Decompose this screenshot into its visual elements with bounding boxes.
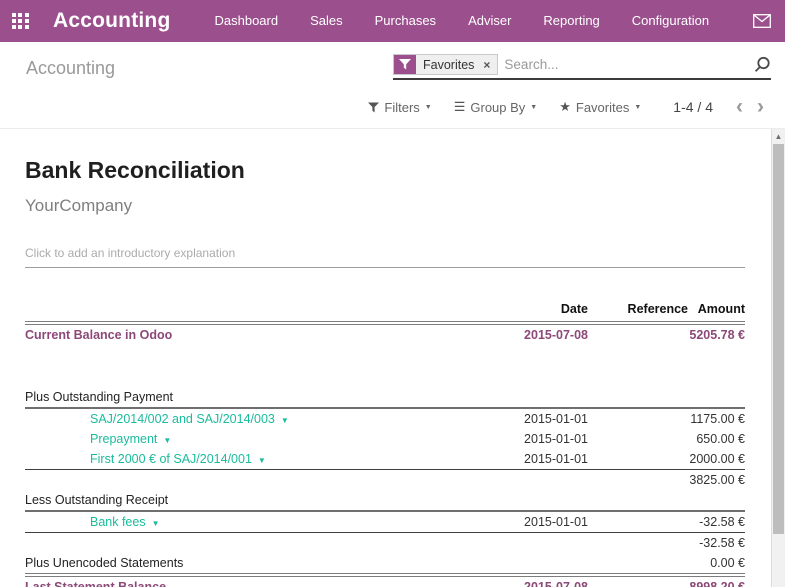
apps-menu-icon[interactable] [12, 12, 29, 30]
filters-button-label: Filters [384, 99, 420, 115]
payment-line-link[interactable]: First 2000 € of SAJ/2014/001 ▼ [90, 452, 266, 466]
receipt-line-link[interactable]: Bank fees ▼ [90, 515, 160, 529]
search-view: Favorites × [393, 54, 771, 80]
bars-icon: ☰ [453, 99, 466, 114]
table-header-row: Date Reference Amount [25, 302, 745, 325]
control-panel: Accounting Favorites × [0, 42, 785, 128]
chevron-down-icon: ▼ [530, 103, 538, 111]
chevron-down-icon: ▼ [280, 416, 289, 425]
vertical-scrollbar: ▲ [771, 129, 785, 587]
search-facet-label: Favorites [423, 57, 475, 72]
column-header-amount: Amount [688, 302, 745, 325]
top-navbar: Accounting Dashboard Sales Purchases Adv… [0, 0, 785, 42]
messages-envelope-icon[interactable] [753, 14, 771, 28]
payment-line-link[interactable]: Prepayment ▼ [90, 432, 172, 446]
nav-item-adviser[interactable]: Adviser [468, 13, 512, 28]
scrollbar-thumb[interactable] [773, 144, 784, 534]
favorites-button-label: Favorites [575, 99, 630, 115]
chevron-down-icon: ▼ [257, 456, 266, 465]
bank-reconciliation-report: Bank Reconciliation YourCompany Click to… [0, 129, 745, 587]
chevron-down-icon: ▼ [163, 436, 172, 445]
intro-explanation-placeholder[interactable]: Click to add an introductory explanation [25, 246, 745, 268]
reconciliation-table: Date Reference Amount Current Balance in… [25, 302, 745, 587]
column-header-date: Date [420, 302, 588, 325]
table-row-blank [25, 366, 745, 387]
group-by-button-label: Group By [470, 99, 526, 115]
chevron-down-icon: ▼ [634, 103, 642, 111]
main-content: Bank Reconciliation YourCompany Click to… [0, 128, 785, 587]
nav-item-reporting[interactable]: Reporting [543, 13, 600, 28]
filters-button[interactable]: Filters ▼ [368, 99, 432, 115]
table-row-less-outstanding-receipt: Less Outstanding Receipt [25, 490, 745, 512]
favorites-button[interactable]: ★ Favorites ▼ [559, 99, 641, 115]
filter-funnel-icon [394, 55, 416, 74]
table-row-plus-outstanding-payment: Plus Outstanding Payment [25, 387, 745, 409]
pager-next-icon[interactable]: › [757, 95, 764, 118]
pager: 1-4 / 4 ‹ › [673, 95, 771, 118]
payment-line-link[interactable]: SAJ/2014/002 and SAJ/2014/003 ▼ [90, 412, 289, 426]
search-input[interactable] [498, 55, 750, 74]
app-title[interactable]: Accounting [53, 9, 171, 32]
funnel-icon [368, 102, 380, 113]
control-panel-buttons: Filters ▼ ☰ Group By ▼ ★ Favorites ▼ 1-4… [368, 95, 771, 118]
column-header-empty [25, 302, 420, 325]
table-row-subtotal: -32.58 € [699, 536, 745, 550]
report-company: YourCompany [25, 196, 133, 215]
facet-remove-icon[interactable]: × [483, 57, 491, 72]
table-row-current-balance: Current Balance in Odoo 2015-07-08 5205.… [25, 328, 745, 342]
nav-item-purchases[interactable]: Purchases [374, 13, 437, 28]
star-icon: ★ [559, 99, 571, 114]
chevron-down-icon: ▼ [151, 519, 160, 528]
pager-value: 1-4 / 4 [673, 99, 713, 115]
search-icon[interactable] [754, 56, 771, 73]
nav-item-sales[interactable]: Sales [310, 13, 343, 28]
table-row-payment-line: Prepayment ▼ 2015-01-01 650.00 € [90, 432, 745, 446]
breadcrumb[interactable]: Accounting [26, 58, 116, 78]
table-row-last-statement-balance: Last Statement Balance 2015-07-08 8998.2… [25, 580, 745, 587]
column-header-reference: Reference [588, 302, 688, 325]
report-title: Bank Reconciliation [25, 157, 245, 183]
nav-item-configuration[interactable]: Configuration [631, 13, 710, 28]
chevron-down-icon: ▼ [424, 103, 432, 111]
group-by-button[interactable]: ☰ Group By ▼ [454, 99, 538, 115]
nav-menu: Dashboard Sales Purchases Adviser Report… [199, 0, 726, 42]
pager-previous-icon[interactable]: ‹ [736, 95, 743, 118]
scrollbar-up-arrow-icon[interactable]: ▲ [774, 132, 783, 141]
table-row-payment-line: First 2000 € of SAJ/2014/001 ▼ 2015-01-01… [25, 449, 745, 470]
table-row-plus-unencoded-statements: Plus Unencoded Statements 0.00 € [25, 553, 745, 577]
table-row-blank [25, 345, 745, 366]
search-facet-favorites[interactable]: Favorites × [393, 54, 499, 75]
nav-item-dashboard[interactable]: Dashboard [214, 13, 279, 28]
table-row-receipt-line: Bank fees ▼ 2015-01-01 -32.58 € [25, 511, 745, 533]
table-row-payment-line: SAJ/2014/002 and SAJ/2014/003 ▼ 2015-01-0… [90, 412, 745, 426]
table-row-subtotal: 3825.00 € [689, 473, 745, 487]
